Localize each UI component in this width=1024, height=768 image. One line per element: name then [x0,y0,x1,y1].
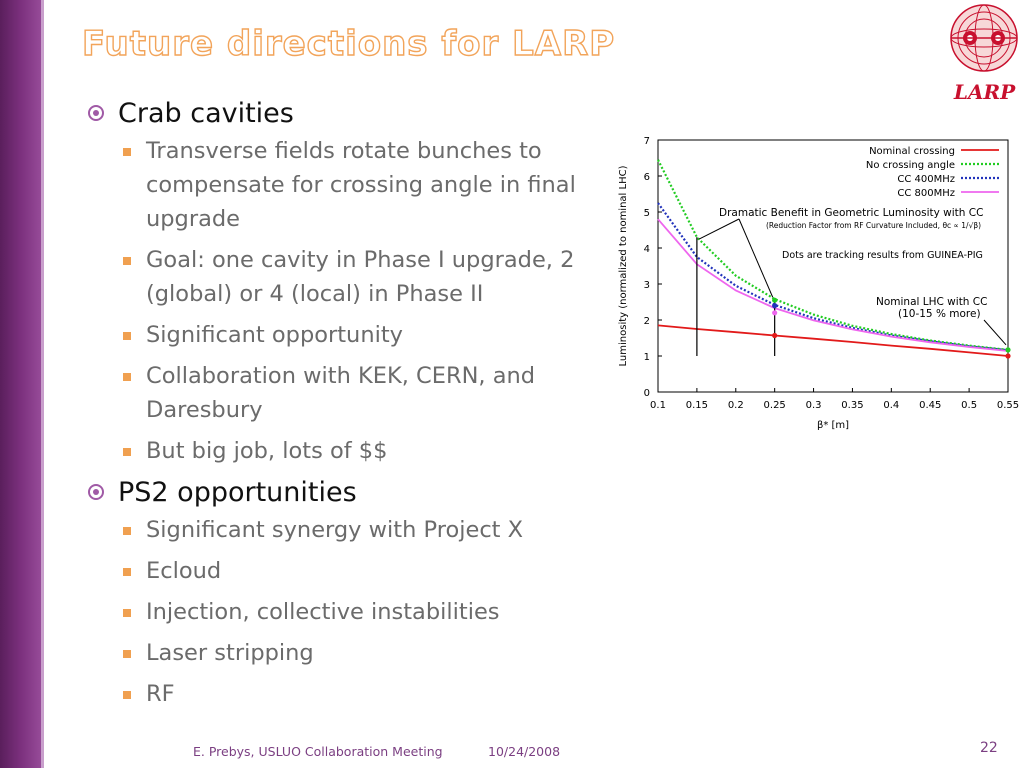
y-tick-label: 2 [644,316,650,327]
sub-bullet-text: Laser stripping [146,640,314,666]
sub-bullet: RF [88,677,608,711]
bullet-list: Crab cavities Transverse fields rotate b… [88,94,608,718]
annotation-arrow [738,218,774,298]
sub-bullet-text: Significant synergy with Project X [146,517,524,543]
sub-bullet-text: But big job, lots of $$ [146,438,388,464]
logo-text: LARP [953,80,1016,104]
y-tick-label: 5 [644,208,650,219]
sub-bullet: Collaboration with KEK, CERN, and Daresb… [88,359,608,427]
tracking-point [1005,353,1011,359]
square-bullet-icon [123,691,131,699]
sub-bullet: Transverse fields rotate bunches to comp… [88,134,608,236]
sub-bullet-text: Goal: one cavity in Phase I upgrade, 2 (… [146,247,575,307]
square-bullet-icon [123,568,131,576]
square-bullet-icon [123,527,131,535]
plot-frame [657,139,1009,393]
x-tick-label: 0.55 [997,400,1019,411]
annotation-text: Dots are tracking results from GUINEA-PI… [782,250,983,261]
tracking-point [772,297,778,303]
tracking-point [772,332,778,339]
x-tick-label: 0.3 [806,400,822,411]
square-bullet-icon [123,650,131,658]
sub-bullet-text: Collaboration with KEK, CERN, and Daresb… [146,363,536,423]
annotation-text: (10-15 % more) [898,308,981,320]
sub-bullet-text: RF [146,681,175,707]
square-bullet-icon [123,448,131,456]
bullet-crab-cavities: Crab cavities [88,96,608,132]
sub-bullet: Laser stripping [88,636,608,670]
x-tick-label: 0.2 [728,400,744,411]
footer-date: 10/24/2008 [488,744,561,759]
tracking-point [772,303,778,309]
bullet-text: Crab cavities [118,98,294,129]
sub-bullet-text: Ecloud [146,558,222,584]
legend-label: Nominal crossing [869,146,955,157]
sub-bullet-text: Significant opportunity [146,322,403,348]
slide-side-bar [0,0,44,768]
footer-author: E. Prebys, USLUO Collaboration Meeting [193,744,443,759]
sub-bullet: Injection, collective instabilities [88,595,608,629]
y-tick-label: 6 [644,172,650,183]
annotation-arrow [698,218,740,240]
sub-bullet: Significant synergy with Project X [88,513,608,547]
x-tick-label: 0.25 [764,400,786,411]
luminosity-chart: 0 1 2 3 4 5 6 7 0.1 0.15 0.2 0.25 0.3 0.35 0.4 0.45 0.5 0… [614,128,1024,438]
square-bullet-icon [123,609,131,617]
series-line [657,324,1009,357]
x-tick-label: 0.1 [650,400,666,411]
x-tick-label: 0.4 [883,400,899,411]
sub-bullet-text: Transverse fields rotate bunches to comp… [146,138,576,232]
y-tick-label: 1 [644,352,650,363]
legend-label: No crossing angle [866,160,955,171]
square-bullet-icon [123,257,131,265]
circle-bullet-icon [88,484,104,500]
luminosity-chart-svg: 0 1 2 3 4 5 6 7 0.1 0.15 0.2 0.25 0.3 0.35 0.4 0.45 0.5 0… [618,136,1019,431]
x-axis-label: β* [m] [817,420,849,431]
x-tick-label: 0.35 [841,400,863,411]
annotation-text: Dramatic Benefit in Geometric Luminosity… [719,207,983,219]
tracking-point [772,310,778,316]
sub-bullet: Significant opportunity [88,318,608,352]
square-bullet-icon [123,148,131,156]
y-tick-label: 3 [644,280,650,291]
y-tick-label: 7 [644,136,650,147]
series-line [657,159,1009,351]
legend-label: CC 400MHz [897,174,955,185]
x-tick-label: 0.5 [961,400,977,411]
annotation-arrow [983,319,1007,346]
annotation-text: Nominal LHC with CC [876,296,987,308]
circle-bullet-icon [88,105,104,121]
series-line [657,218,1009,352]
sub-bullet-text: Injection, collective instabilities [146,599,500,625]
sub-bullet: Ecloud [88,554,608,588]
y-axis-label: Luminosity (normalized to nominal LHC) [618,165,629,366]
square-bullet-icon [123,332,131,340]
square-bullet-icon [123,373,131,381]
page-number: 22 [980,740,998,756]
legend-label: CC 800MHz [897,188,955,199]
annotation-text: (Reduction Factor from RF Curvature Incl… [766,221,981,230]
larp-logo-icon [950,4,1018,72]
sub-bullet: But big job, lots of $$ [88,434,608,468]
tracking-point [1005,347,1011,353]
y-tick-label: 4 [644,244,650,255]
bullet-text: PS2 opportunities [118,477,357,508]
sub-bullet: Goal: one cavity in Phase I upgrade, 2 (… [88,243,608,311]
bullet-ps2-opportunities: PS2 opportunities [88,475,608,511]
x-tick-label: 0.15 [686,400,708,411]
y-tick-label: 0 [644,388,650,399]
slide-title: Future directions for LARP [81,23,616,64]
x-tick-label: 0.45 [919,400,941,411]
